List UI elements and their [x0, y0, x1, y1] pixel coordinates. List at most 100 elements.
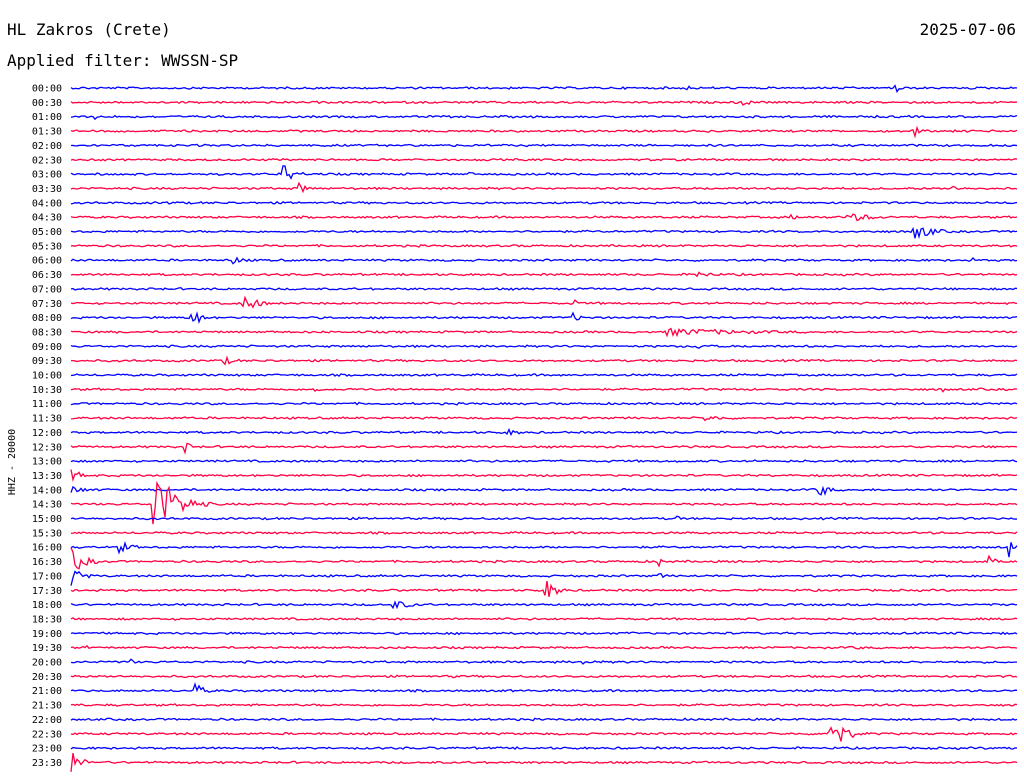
seismic-trace	[70, 114, 1018, 121]
seismic-trace	[70, 181, 1018, 194]
row-time-label: 18:30	[32, 614, 62, 625]
seismic-trace	[70, 644, 1018, 650]
seismic-trace	[70, 200, 1018, 205]
row-time-label: 20:30	[32, 672, 62, 683]
seismic-trace	[70, 243, 1018, 248]
row-time-label: 04:00	[32, 198, 62, 209]
seismic-trace	[70, 84, 1018, 94]
seismic-trace	[70, 157, 1018, 162]
seismic-trace	[70, 480, 1018, 525]
row-time-label: 21:30	[32, 701, 62, 712]
seismic-trace	[70, 287, 1018, 291]
seismic-trace	[70, 442, 1018, 455]
seismic-trace	[70, 271, 1018, 278]
row-time-label: 01:30	[32, 127, 62, 138]
seismic-trace	[70, 547, 1018, 570]
station-title: HL Zakros (Crete)	[7, 20, 171, 39]
seismic-trace	[70, 143, 1018, 148]
row-time-label: 08:00	[32, 313, 62, 324]
row-time-label: 00:00	[32, 84, 62, 95]
row-time-label: 06:30	[32, 270, 62, 281]
seismic-trace	[70, 580, 1018, 598]
seismic-trace	[70, 726, 1018, 742]
row-time-label: 10:30	[32, 385, 62, 396]
seismic-trace	[70, 387, 1018, 393]
seismic-trace	[70, 631, 1018, 636]
seismic-trace	[70, 485, 1018, 496]
row-time-label: 14:30	[32, 500, 62, 511]
row-time-label: 20:00	[32, 658, 62, 669]
row-time-label: 16:00	[32, 543, 62, 554]
seismic-trace	[70, 616, 1018, 621]
seismic-trace	[70, 530, 1018, 535]
row-time-label: 11:30	[32, 414, 62, 425]
seismic-trace	[70, 717, 1018, 722]
seismic-trace	[70, 682, 1018, 693]
row-time-label: 15:30	[32, 528, 62, 539]
seismic-trace	[70, 295, 1018, 309]
seismic-trace	[70, 459, 1018, 463]
seismic-trace	[70, 256, 1018, 265]
row-time-label: 03:00	[32, 170, 62, 181]
row-time-label: 11:00	[32, 399, 62, 410]
seismic-trace	[70, 373, 1018, 378]
row-time-label: 05:30	[32, 241, 62, 252]
row-time-label: 22:30	[32, 729, 62, 740]
row-time-label: 16:30	[32, 557, 62, 568]
row-time-label: 13:00	[32, 457, 62, 468]
row-time-label: 17:00	[32, 571, 62, 582]
seismic-trace	[70, 600, 1018, 610]
row-time-label: 15:00	[32, 514, 62, 525]
row-time-label: 23:30	[32, 758, 62, 769]
seismic-trace	[70, 570, 1018, 586]
row-time-label: 07:30	[32, 299, 62, 310]
seismic-trace	[70, 100, 1018, 106]
row-time-label: 06:00	[32, 256, 62, 267]
row-time-label: 10:00	[32, 371, 62, 382]
seismic-trace	[70, 515, 1018, 521]
seismic-trace	[70, 427, 1018, 437]
seismic-trace	[70, 226, 1018, 240]
seismic-trace	[70, 213, 1018, 222]
channel-axis-label: HHZ - 20000	[7, 429, 18, 495]
seismic-trace	[70, 674, 1018, 679]
seismic-trace	[70, 703, 1018, 707]
row-time-label: 12:00	[32, 428, 62, 439]
row-time-label: 14:00	[32, 485, 62, 496]
seismic-trace	[70, 746, 1018, 750]
seismic-trace	[70, 469, 1018, 482]
row-time-label: 09:30	[32, 356, 62, 367]
row-time-label: 21:00	[32, 686, 62, 697]
row-time-label: 19:30	[32, 643, 62, 654]
row-time-label: 09:00	[32, 342, 62, 353]
row-time-label: 13:30	[32, 471, 62, 482]
row-time-label: 23:00	[32, 744, 62, 755]
seismic-trace	[70, 311, 1018, 324]
filter-label: Applied filter: WWSSN-SP	[7, 51, 239, 70]
row-time-label: 17:30	[32, 586, 62, 597]
row-time-label: 00:30	[32, 98, 62, 109]
row-time-label: 08:30	[32, 327, 62, 338]
row-time-label: 05:00	[32, 227, 62, 238]
seismic-trace	[70, 753, 1018, 772]
row-time-label: 18:00	[32, 600, 62, 611]
seismic-trace	[70, 540, 1018, 558]
seismic-trace	[70, 416, 1018, 422]
seismic-trace	[70, 355, 1018, 366]
seismic-trace	[70, 658, 1018, 665]
seismic-trace	[70, 165, 1018, 180]
row-time-label: 12:30	[32, 442, 62, 453]
seismic-trace	[70, 327, 1018, 338]
row-time-label: 02:30	[32, 155, 62, 166]
record-date: 2025-07-06	[919, 20, 1016, 39]
seismic-trace	[70, 344, 1018, 349]
row-time-label: 19:00	[32, 629, 62, 640]
row-time-label: 01:00	[32, 112, 62, 123]
seismic-trace	[70, 125, 1018, 139]
row-time-label: 04:30	[32, 213, 62, 224]
seismic-trace	[70, 401, 1018, 406]
row-time-label: 22:00	[32, 715, 62, 726]
row-time-label: 07:00	[32, 284, 62, 295]
row-time-label: 03:30	[32, 184, 62, 195]
